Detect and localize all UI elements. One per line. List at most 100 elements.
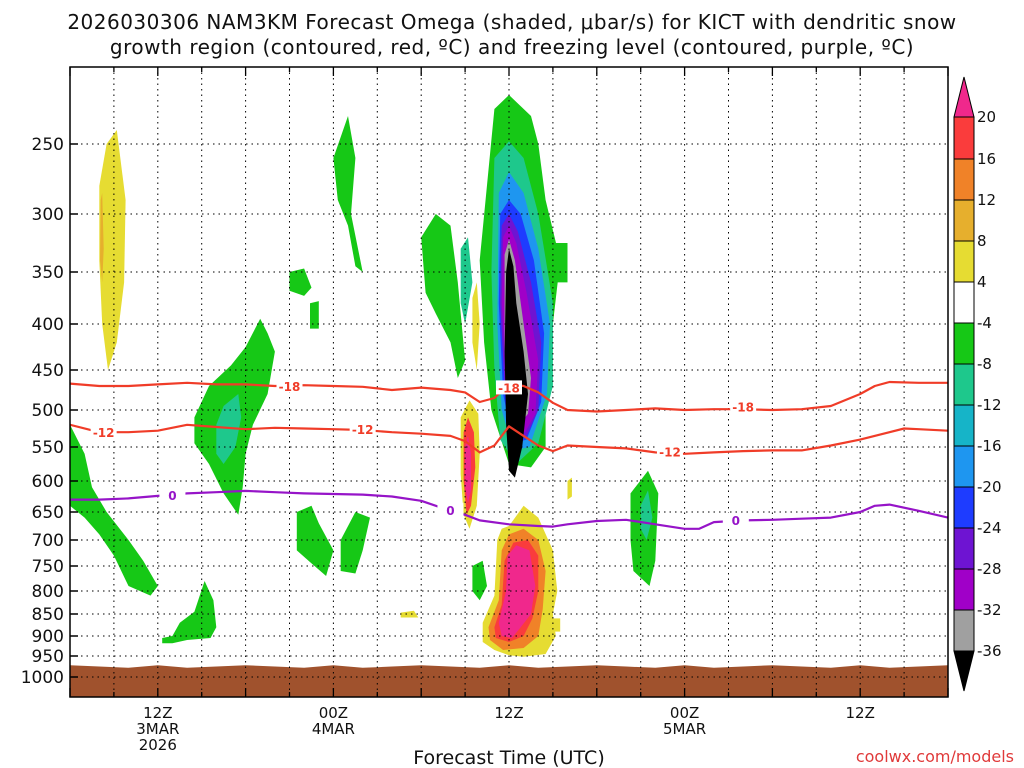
colorbar-label: -32 [977, 601, 1002, 619]
colorbar-label: -28 [977, 560, 1002, 578]
colorbar-segment [953, 609, 975, 652]
y-tick-label: 600 [32, 472, 64, 492]
omega-pos-b3 [465, 435, 471, 503]
omega-neg-i [421, 214, 466, 378]
x-tick-label: 00Z [319, 704, 348, 722]
colorbar-label: -16 [977, 437, 1002, 455]
contour-label-bg [496, 380, 522, 395]
contour-label: 0 [446, 504, 454, 518]
colorbar-segment [953, 568, 975, 611]
y-tick-label: 800 [32, 582, 64, 602]
omega-pos-g [567, 477, 572, 500]
contour-label-bg [276, 378, 303, 393]
y-tick-label: 500 [32, 401, 64, 421]
grid [70, 67, 948, 697]
colorbar-label: 8 [977, 232, 987, 250]
omega-neg-c [162, 581, 217, 644]
contour-label: -18 [279, 380, 301, 394]
omega-neg-l [552, 243, 568, 283]
colorbar-label: -12 [977, 396, 1002, 414]
y-tick-label: 400 [32, 315, 64, 335]
colorbar-segment [953, 322, 975, 365]
contour--12 [70, 423, 948, 455]
y-tick-label: 700 [32, 531, 64, 551]
omega-neg-o [460, 237, 473, 324]
chart-title-line1: 2026030306 NAM3KM Forecast Omega (shaded… [67, 10, 956, 34]
colorbar-top-triangle [953, 76, 975, 118]
omega-pos-e [400, 610, 419, 618]
omega-neg-j [472, 560, 487, 601]
contour-label: 0 [732, 514, 740, 528]
omega-neg-f [333, 116, 363, 272]
x-tick-label: 12Z [494, 704, 523, 722]
omega-pos-a [99, 130, 126, 370]
x-tick-label: 12Z [846, 704, 875, 722]
omega-neg-n [640, 490, 653, 540]
x-tick-label: 00Z [670, 704, 699, 722]
colorbar: 20 16 12 8 4 -4 -8 -12 -16 -20 -24 -28 -32 -36 [953, 76, 1002, 692]
x-tick-label: 12Z [143, 704, 172, 722]
omega-pos-a2 [100, 193, 104, 283]
y-tick-label: 250 [32, 135, 64, 155]
y-tick-label: 550 [32, 438, 64, 458]
y-tick-label: 850 [32, 605, 64, 625]
colorbar-segment [953, 116, 975, 160]
omega-pos-d4 [498, 545, 536, 638]
chart-title-line2: growth region (contoured, red, ºC) and f… [110, 35, 914, 59]
contour-0 [70, 489, 948, 530]
y-tick-label: 900 [32, 627, 64, 647]
y-tick-label: 950 [32, 647, 64, 667]
contours: -18 -18 -18 -12 -12 -12 0 0 0 [70, 378, 948, 530]
contour-label-bg [730, 399, 757, 414]
omega-neg-d [296, 505, 334, 576]
colorbar-label: -36 [977, 642, 1002, 660]
colorbar-segment [953, 486, 975, 529]
contour-label: -12 [93, 426, 115, 440]
omega-pos-c [472, 282, 480, 370]
colorbar-segment [953, 281, 975, 324]
y-tick-label: 650 [32, 503, 64, 523]
contour-label-bg [349, 421, 376, 436]
y-tick-label: 750 [32, 557, 64, 577]
colorbar-label: -8 [977, 355, 992, 373]
omega-neg-g [289, 268, 312, 296]
colorbar-segment [953, 363, 975, 406]
omega-neg-h [310, 301, 319, 329]
omega-neg-a [70, 424, 158, 596]
colorbar-segment [953, 240, 975, 283]
x-tick-label: 5MAR [663, 720, 706, 738]
credit-text: coolwx.com/models [856, 747, 1014, 766]
y-tick-label: 450 [32, 361, 64, 381]
omega-core-36 [504, 248, 528, 478]
y-axis: 2503003504004505005506006507007508008509… [21, 135, 78, 688]
colorbar-label: -20 [977, 478, 1002, 496]
colorbar-segment [953, 445, 975, 488]
colorbar-segment [953, 158, 975, 201]
omega-pos-f [552, 618, 561, 632]
x-tick-label: 4MAR [312, 720, 355, 738]
contour-label-bg [159, 487, 186, 502]
x-tick-label: 3MAR [136, 720, 179, 738]
colorbar-label: 20 [977, 108, 996, 126]
contour-label-bg [90, 424, 117, 439]
contour-label: -12 [659, 445, 681, 459]
contour-label: 0 [168, 489, 176, 503]
omega-neg-e [340, 512, 370, 574]
x-tick-label: 2026 [139, 736, 177, 754]
contour-label-bg [722, 512, 749, 527]
colorbar-bottom-triangle [953, 650, 975, 692]
colorbar-segment [953, 527, 975, 570]
x-axis-label: Forecast Time (UTC) [413, 747, 604, 768]
contour-label: -12 [352, 423, 374, 437]
contour-label-bg [437, 502, 464, 517]
colorbar-label: -4 [977, 314, 992, 332]
colorbar-label: 16 [977, 150, 996, 168]
y-tick-label: 350 [32, 263, 64, 283]
contour-label: -18 [498, 381, 520, 395]
y-tick-label: 300 [32, 205, 64, 225]
contour-label-bg [656, 444, 683, 459]
y-tick-label: 1000 [21, 668, 64, 688]
colorbar-label: 4 [977, 273, 987, 291]
